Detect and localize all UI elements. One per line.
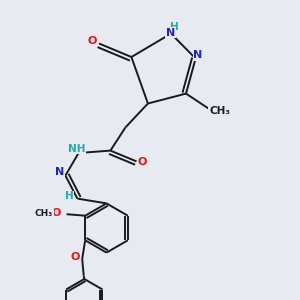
Text: O: O: [138, 157, 147, 167]
Text: O: O: [71, 252, 80, 262]
Text: N: N: [194, 50, 202, 60]
Text: CH₃: CH₃: [35, 209, 53, 218]
Text: H: H: [64, 191, 74, 201]
Text: CH₃: CH₃: [209, 106, 230, 116]
Text: N: N: [166, 28, 175, 38]
Text: H: H: [170, 22, 179, 32]
Text: O: O: [51, 208, 61, 218]
Text: NH: NH: [68, 143, 86, 154]
Text: O: O: [88, 36, 97, 46]
Text: N: N: [55, 167, 64, 177]
